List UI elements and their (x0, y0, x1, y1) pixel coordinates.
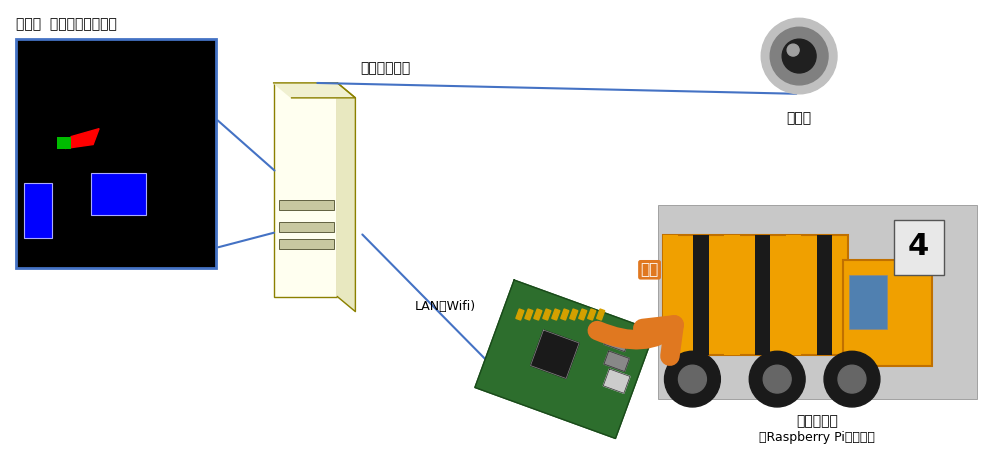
Polygon shape (337, 83, 356, 311)
Circle shape (678, 365, 707, 393)
Circle shape (749, 351, 805, 407)
FancyArrowPatch shape (598, 325, 674, 356)
Bar (278, 200, 334, 211)
Text: 搭載: 搭載 (641, 262, 659, 277)
Text: （Raspberry Pi　搭載）: （Raspberry Pi 搭載） (759, 431, 875, 444)
Polygon shape (65, 128, 99, 149)
Circle shape (838, 365, 866, 393)
Circle shape (771, 27, 828, 85)
Circle shape (782, 39, 816, 73)
Polygon shape (525, 309, 533, 320)
Bar (894, 220, 944, 275)
Text: ダンプカー: ダンプカー (796, 414, 838, 428)
Polygon shape (570, 309, 578, 320)
Circle shape (763, 365, 791, 393)
Bar (278, 222, 334, 232)
Text: LAN（Wifi): LAN（Wifi) (415, 300, 477, 313)
Bar (25, 184, 52, 238)
Bar (663, 235, 847, 355)
Bar (17, 39, 216, 268)
Circle shape (824, 351, 880, 407)
Bar (755, 235, 771, 355)
Polygon shape (560, 309, 569, 320)
Polygon shape (604, 369, 630, 393)
Bar (663, 235, 678, 355)
Text: ダンプ  移動シミュレータ: ダンプ 移動シミュレータ (17, 17, 117, 31)
Polygon shape (516, 309, 524, 320)
Polygon shape (534, 309, 542, 320)
Text: 4: 4 (908, 233, 929, 262)
Polygon shape (531, 330, 579, 378)
Bar (658, 205, 977, 399)
Bar (273, 83, 337, 297)
Polygon shape (579, 309, 587, 320)
Polygon shape (551, 309, 560, 320)
Bar (817, 235, 833, 355)
Bar (91, 173, 146, 215)
Polygon shape (604, 351, 629, 372)
Circle shape (787, 44, 799, 56)
Bar (724, 235, 739, 355)
Bar (785, 235, 801, 355)
Polygon shape (543, 309, 550, 320)
Polygon shape (475, 280, 655, 439)
Polygon shape (273, 83, 356, 98)
Text: コンピュータ: コンピュータ (361, 61, 411, 75)
Polygon shape (604, 331, 629, 352)
Bar (693, 235, 709, 355)
Bar (57, 136, 71, 149)
Bar (278, 239, 334, 249)
Bar (842, 260, 932, 367)
Circle shape (665, 351, 721, 407)
Polygon shape (588, 309, 596, 320)
Text: カメラ: カメラ (786, 111, 812, 125)
Circle shape (761, 18, 837, 94)
Bar (849, 275, 888, 329)
Polygon shape (597, 309, 605, 320)
